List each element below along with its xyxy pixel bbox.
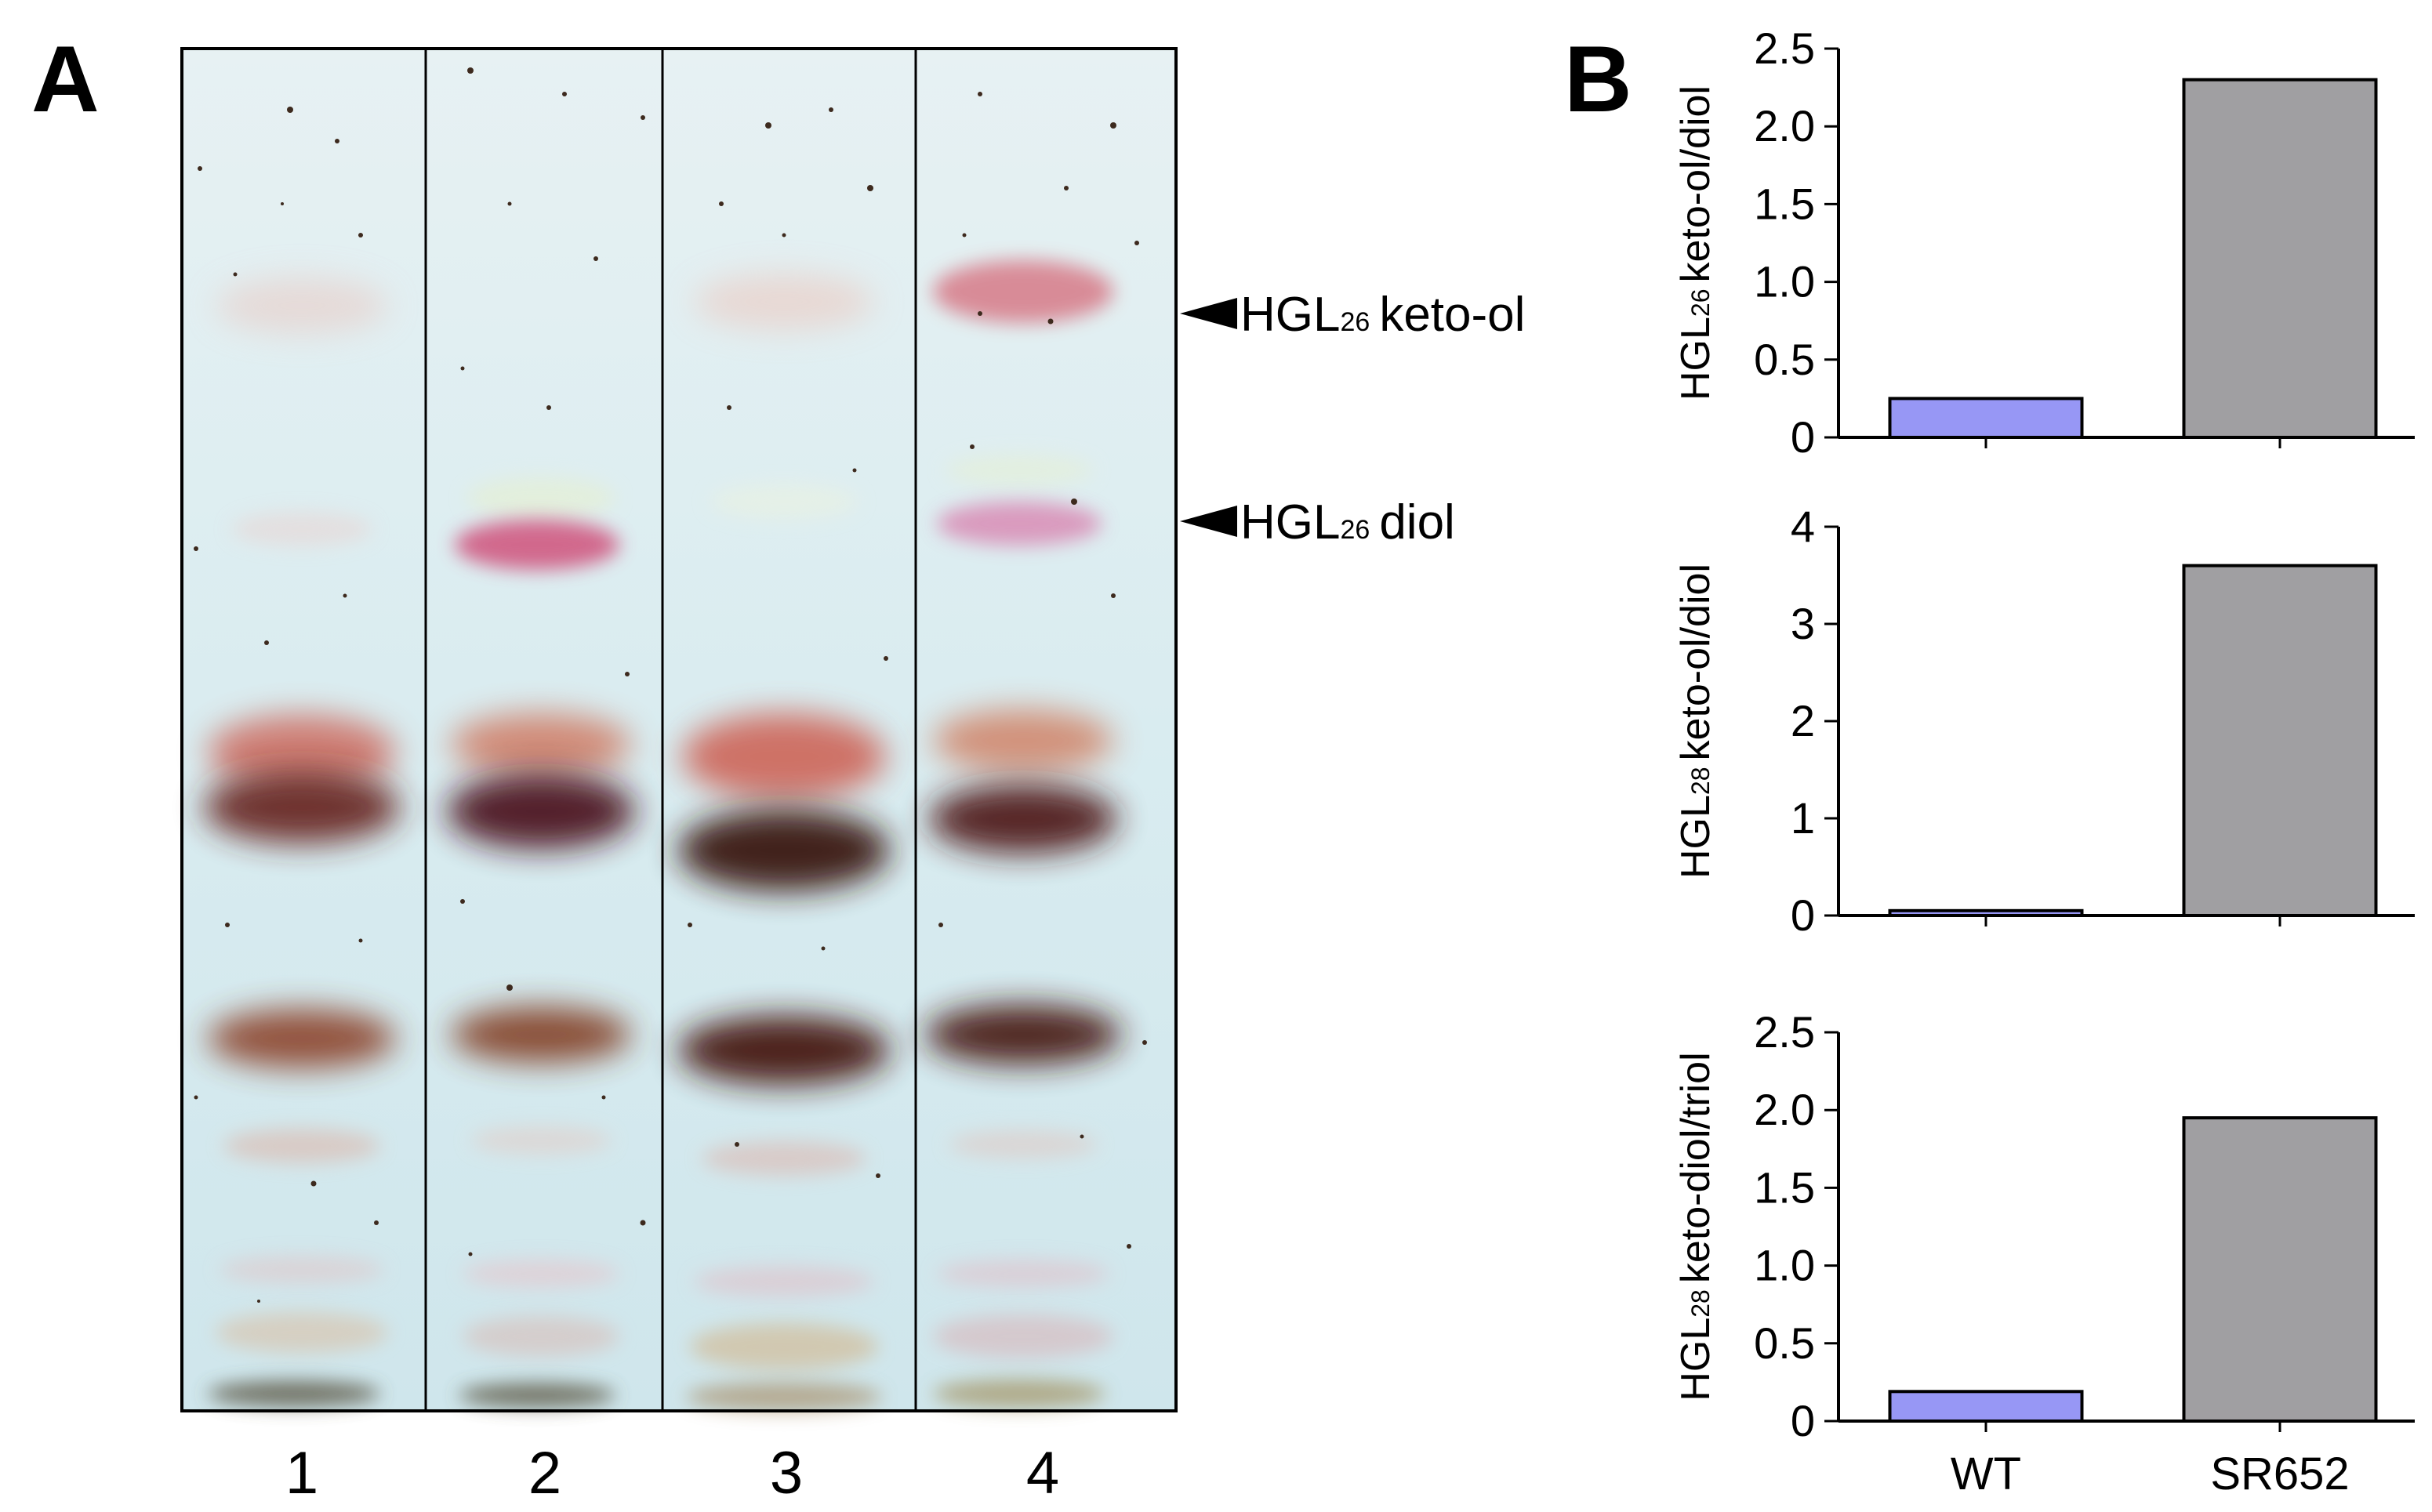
y-axis-label-suffix: keto-ol/diol (1673, 564, 1719, 760)
y-axis-label-sub: 28 (1686, 767, 1715, 795)
x-category-sr652: SR652 (2210, 1449, 2349, 1499)
y-tick-label: 2.0 (1754, 101, 1815, 150)
lane-1-bands (204, 277, 400, 1406)
y-axis-label-sub: 28 (1686, 1289, 1715, 1318)
y-axis-label-suffix: keto-ol/diol (1673, 85, 1719, 282)
diol-arrow-icon (1180, 506, 1237, 537)
x-category-wt: WT (1951, 1449, 2021, 1499)
y-tick-label: 0 (1791, 890, 1815, 940)
y-tick-label: 1.5 (1754, 1162, 1815, 1212)
y-tick-label: 1.0 (1754, 257, 1815, 306)
bar-sr652 (2182, 78, 2378, 440)
y-tick-label: 1.0 (1754, 1241, 1815, 1290)
diol-annotation: HGL26 diol (1180, 495, 1455, 549)
tlc-plate (180, 47, 1178, 1412)
y-tick-label: 0.5 (1754, 335, 1815, 384)
y-tick-label: 3 (1791, 599, 1815, 648)
y-axis-label: HGL28 keto-ol/diol (1673, 564, 1719, 879)
panel-b-charts: 00.51.01.52.02.5HGL26keto-ol/diol01234HG… (1673, 24, 2415, 1445)
y-axis-label-sub: 26 (1686, 288, 1715, 317)
y-axis-label: HGL26 keto-ol/diol (1673, 85, 1719, 401)
lane-2-bands (447, 477, 635, 1407)
bar-chart-2: 0 1 2 3 4 HGL28 keto-ol/diol (1673, 502, 2415, 940)
keto-ol-label-prefix: HGL (1240, 288, 1340, 342)
y-tick-label: 2.5 (1754, 1007, 1815, 1057)
bar-wt (1888, 1390, 2084, 1423)
keto-ol-annotation: HGL26 keto-ol (1180, 288, 1525, 342)
y-tick-label: 2 (1791, 696, 1815, 745)
lane-3-bands (678, 274, 890, 1411)
y-axis-label-prefix: HGL (1673, 317, 1719, 401)
diol-label-prefix: HGL (1240, 495, 1340, 549)
y-axis-label: HGL28 keto-diol/triol (1673, 1052, 1719, 1401)
bar-chart-3: 0 0.5 1.0 1.5 2.0 2.5 HGL28 keto-diol/triol (1673, 1007, 2415, 1445)
diol-label-sub: 26 (1340, 515, 1370, 545)
lane-4-bands (925, 260, 1121, 1408)
lane-label-2: 2 (528, 1440, 561, 1507)
keto-ol-label-sub: 26 (1340, 307, 1370, 337)
tlc-plate-border (180, 47, 1178, 1412)
keto-ol-label: HGL26 keto-ol (1240, 288, 1525, 342)
y-tick-label: 0.5 (1754, 1318, 1815, 1368)
y-tick-label: 2.0 (1754, 1085, 1815, 1134)
tlc-speckles (194, 67, 1147, 1303)
y-tick-label: 1 (1791, 793, 1815, 843)
y-tick-label: 1.5 (1754, 179, 1815, 228)
panel-b-letter: B (1564, 27, 1632, 132)
lane-label-1: 1 (285, 1440, 318, 1507)
y-axis-label-prefix: HGL (1673, 795, 1719, 879)
keto-ol-label-suffix: keto-ol (1379, 288, 1525, 342)
y-axis-label-suffix: keto-diol/triol (1673, 1052, 1719, 1283)
bar-sr652 (2182, 1116, 2378, 1423)
bar-wt (1888, 397, 2084, 439)
y-tick-label: 0 (1791, 412, 1815, 462)
bar-chart-1: 0 0.5 1.0 1.5 2.0 2.5 HGL26 keto-ol/diol (1673, 24, 2415, 462)
diol-label-suffix: diol (1379, 495, 1455, 549)
y-tick-label: 2.5 (1754, 24, 1815, 73)
keto-ol-arrow-icon (1180, 298, 1237, 329)
panel-a-letter: A (31, 27, 100, 132)
diol-label: HGL26 diol (1240, 495, 1455, 549)
lane-label-3: 3 (770, 1440, 803, 1507)
y-tick-label: 4 (1791, 502, 1815, 551)
lane-label-4: 4 (1026, 1440, 1059, 1507)
y-axis-label-prefix: HGL (1673, 1318, 1719, 1401)
bar-sr652 (2182, 564, 2378, 917)
y-tick-label: 0 (1791, 1396, 1815, 1445)
